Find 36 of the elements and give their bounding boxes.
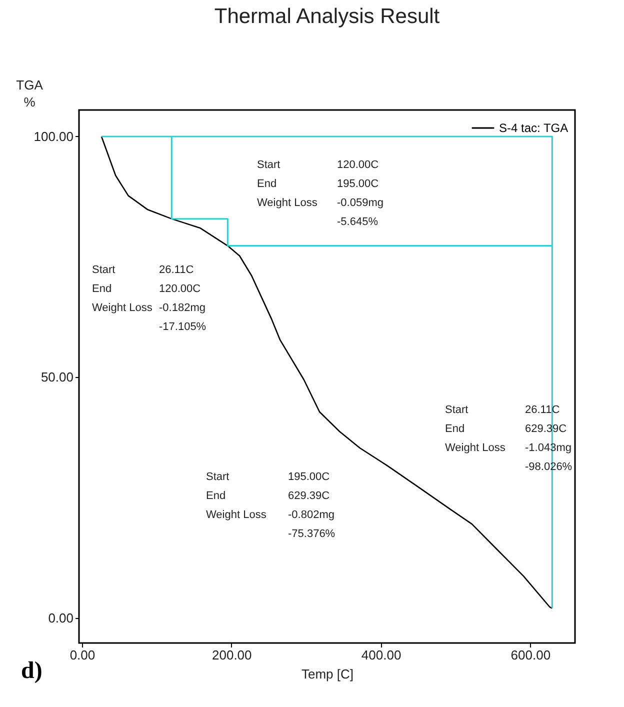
annotation: -17.105% — [159, 321, 206, 333]
annotation: 195.00C — [288, 471, 330, 483]
annotation: 195.00C — [337, 178, 379, 190]
annotation: Start — [92, 264, 116, 276]
annotation: -0.059mg — [337, 197, 384, 209]
annotation: End — [92, 283, 112, 295]
y-tick-label: 50.00 — [40, 370, 74, 385]
annotation: Weight Loss — [445, 442, 506, 454]
annotation: 120.00C — [159, 283, 201, 295]
annotation: Start — [206, 471, 230, 483]
annotation: -0.802mg — [288, 509, 334, 521]
annotation: End — [257, 178, 277, 190]
legend-label: S-4 tac: TGA — [499, 121, 568, 135]
annotation: Weight Loss — [257, 197, 318, 209]
annotation: 629.39C — [288, 490, 330, 502]
x-tick-label: 200.00 — [212, 648, 252, 662]
annotation: 120.00C — [337, 159, 379, 171]
annotation: -5.645% — [337, 216, 378, 228]
y-axis-title: TGA % — [16, 78, 44, 110]
text: d) — [21, 658, 42, 684]
annotation: Weight Loss — [92, 302, 153, 314]
annotation: Weight Loss — [206, 509, 267, 521]
annotation: Start — [257, 159, 280, 171]
x-axis-title: Temp [C] — [301, 666, 354, 682]
x-tick-label: 600.00 — [510, 648, 551, 662]
y-tick-label: 100.00 — [34, 128, 74, 144]
annotation: End — [206, 490, 226, 502]
annotation: End — [445, 423, 465, 435]
annotation: 26.11C — [159, 264, 194, 276]
chart-title: Thermal Analysis Result — [214, 5, 440, 28]
x-tick-label: 0.00 — [70, 648, 96, 662]
annotation: -0.182mg — [159, 302, 206, 314]
x-tick-label: 400.00 — [361, 648, 402, 662]
y-tick-label: 0.00 — [48, 610, 74, 626]
annotation: Start — [445, 404, 468, 416]
annotation: -75.376% — [288, 528, 336, 540]
